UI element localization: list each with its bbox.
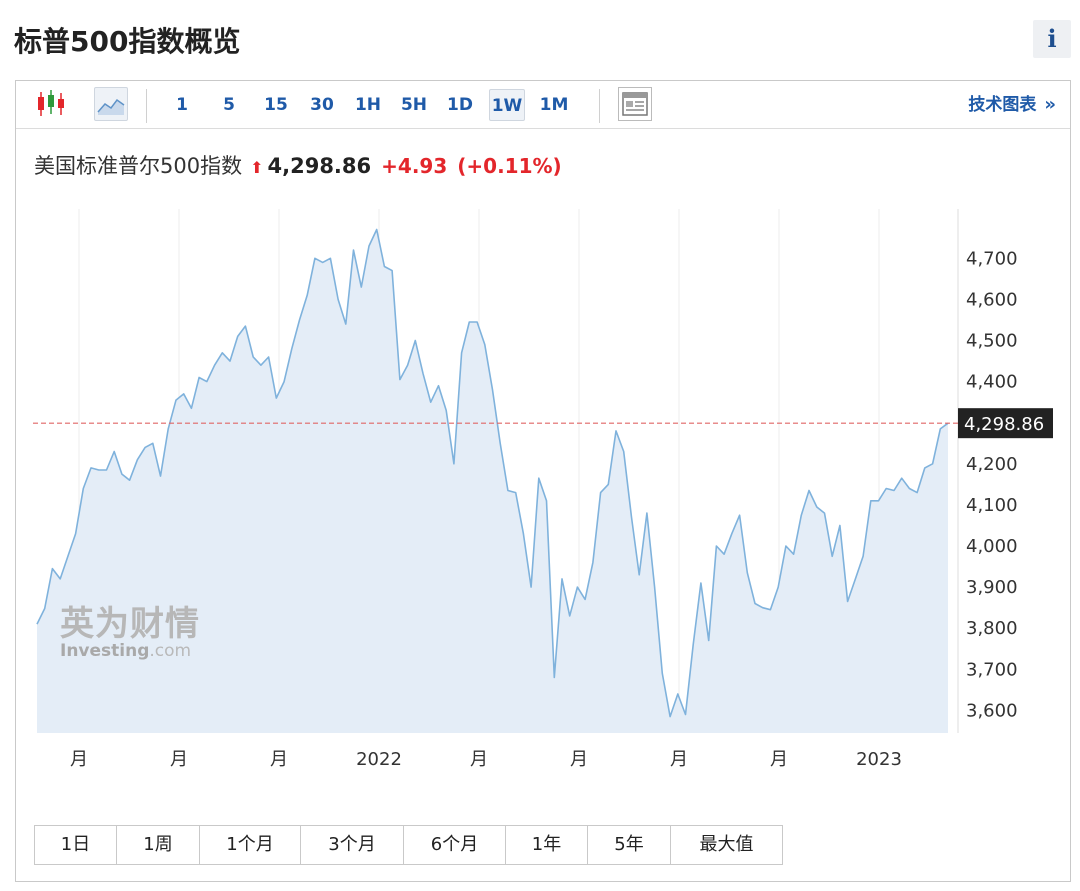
interval-5h[interactable]: 5H bbox=[400, 95, 428, 115]
price-change-percent: (+0.11%) bbox=[457, 154, 562, 178]
interval-1m[interactable]: 1M bbox=[539, 95, 569, 115]
chevron-right-icon: » bbox=[1044, 94, 1056, 115]
x-tick-label: 月 bbox=[770, 749, 788, 770]
y-tick-label: 3,600 bbox=[966, 700, 1018, 721]
interval-1w[interactable]: 1W bbox=[489, 89, 525, 121]
range-max[interactable]: 最大值 bbox=[671, 826, 782, 864]
range-1y[interactable]: 1年 bbox=[506, 826, 588, 864]
interval-15[interactable]: 15 bbox=[264, 95, 288, 115]
instrument-name: 美国标准普尔500指数 bbox=[34, 154, 243, 178]
toolbar-divider bbox=[599, 89, 600, 123]
interval-5[interactable]: 5 bbox=[223, 95, 235, 115]
chart-toolbar: 1 5 15 30 1H 5H 1D 1W 1M 技术图表 » bbox=[16, 81, 1070, 129]
technical-chart-link[interactable]: 技术图表 » bbox=[968, 89, 1056, 121]
watermark-cn: 英为财情 bbox=[60, 604, 200, 644]
price-chart: 4,700 4,600 4,500 4,400 4,200 4,100 4,000 3,900… bbox=[33, 209, 1053, 770]
toolbar-divider bbox=[146, 89, 147, 123]
watermark-en: Investing bbox=[60, 641, 150, 661]
y-tick-label: 4,000 bbox=[966, 536, 1018, 557]
y-tick-label: 4,200 bbox=[966, 454, 1018, 475]
watermark-suffix: .com bbox=[149, 641, 192, 661]
x-tick-label: 2023 bbox=[856, 749, 902, 770]
up-arrow-icon: ⬆ bbox=[250, 158, 264, 177]
range-5y[interactable]: 5年 bbox=[588, 826, 671, 864]
x-tick-label: 月 bbox=[270, 749, 288, 770]
y-tick-label: 4,500 bbox=[966, 331, 1018, 352]
x-tick-label: 月 bbox=[470, 749, 488, 770]
range-1w[interactable]: 1周 bbox=[117, 826, 200, 864]
watermark: 英为财情 Investing.com bbox=[60, 596, 200, 661]
range-1m[interactable]: 1个月 bbox=[200, 826, 301, 864]
technical-chart-label: 技术图表 bbox=[968, 95, 1037, 115]
candlestick-chart-icon[interactable] bbox=[34, 87, 68, 121]
range-3m[interactable]: 3个月 bbox=[301, 826, 404, 864]
interval-1d[interactable]: 1D bbox=[447, 95, 473, 115]
y-tick-label: 4,600 bbox=[966, 289, 1018, 310]
y-tick-label: 4,400 bbox=[966, 372, 1018, 393]
x-tick-label: 2022 bbox=[356, 749, 402, 770]
current-price-tag bbox=[958, 408, 1053, 439]
price-change: +4.93 bbox=[381, 154, 448, 178]
info-button[interactable]: i bbox=[1033, 20, 1071, 58]
x-tick-label: 月 bbox=[570, 749, 588, 770]
y-tick-label: 3,900 bbox=[966, 577, 1018, 598]
y-tick-label: 3,700 bbox=[966, 659, 1018, 680]
current-price-label: 4,298.86 bbox=[964, 414, 1044, 435]
interval-30[interactable]: 30 bbox=[310, 95, 334, 115]
range-1d[interactable]: 1日 bbox=[35, 826, 117, 864]
quote-line: 美国标准普尔500指数 ⬆ 4,298.86 +4.93 (+0.11%) bbox=[34, 151, 562, 181]
interval-1h[interactable]: 1H bbox=[354, 95, 382, 115]
x-tick-label: 月 bbox=[70, 749, 88, 770]
y-tick-label: 4,100 bbox=[966, 495, 1018, 516]
y-tick-label: 4,700 bbox=[966, 248, 1018, 269]
x-tick-label: 月 bbox=[670, 749, 688, 770]
range-selector: 1日 1周 1个月 3个月 6个月 1年 5年 最大值 bbox=[34, 825, 783, 865]
chart-widget: 1 5 15 30 1H 5H 1D 1W 1M 技术图表 » 美国标准普尔500… bbox=[15, 80, 1071, 882]
area-chart-icon[interactable] bbox=[94, 87, 128, 121]
y-tick-label: 3,800 bbox=[966, 618, 1018, 639]
range-6m[interactable]: 6个月 bbox=[404, 826, 506, 864]
interval-1[interactable]: 1 bbox=[176, 95, 188, 115]
last-price: 4,298.86 bbox=[267, 154, 372, 178]
data-table-icon[interactable] bbox=[618, 87, 652, 121]
page-title: 标普500指数概览 bbox=[14, 25, 241, 58]
price-line bbox=[36, 228, 949, 718]
x-tick-label: 月 bbox=[170, 749, 188, 770]
area-fill bbox=[37, 229, 948, 733]
